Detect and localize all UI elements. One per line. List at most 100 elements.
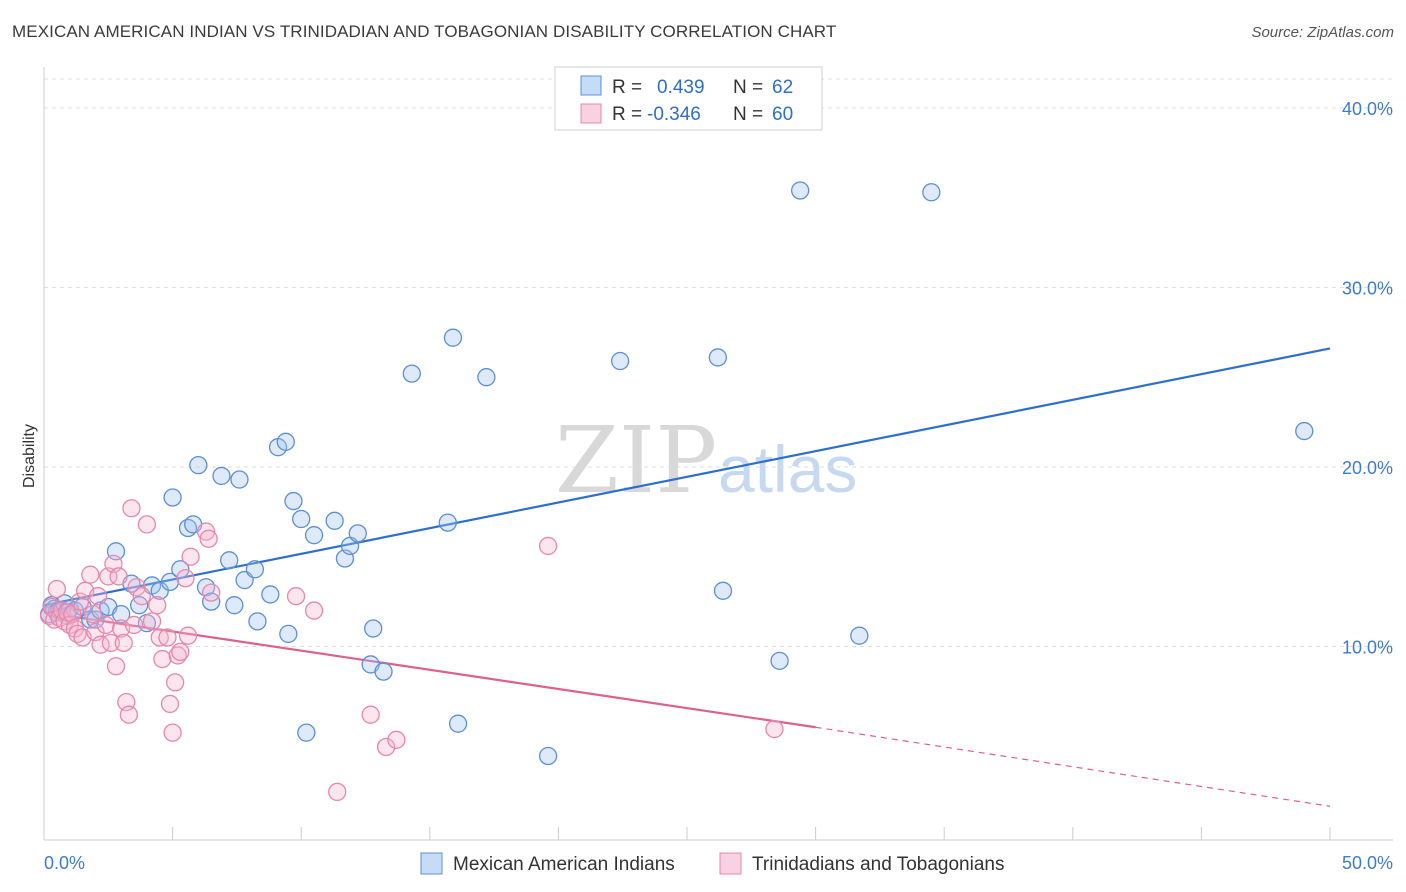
x-tick-label-min: 0.0%: [44, 853, 85, 873]
scatter-points: [39, 181, 1314, 802]
point-trinidadians-and-tobagonians: [132, 587, 151, 606]
point-trinidadians-and-tobagonians: [171, 642, 190, 662]
point-mexican-american-indians: [438, 513, 457, 532]
watermark-zip: ZIP: [555, 407, 717, 514]
point-mexican-american-indians: [610, 351, 630, 371]
point-mexican-american-indians: [538, 746, 558, 766]
point-mexican-american-indians: [770, 651, 789, 670]
point-mexican-american-indians: [230, 470, 249, 489]
point-trinidadians-and-tobagonians: [114, 633, 133, 653]
point-trinidadians-and-tobagonians: [176, 569, 195, 588]
point-mexican-american-indians: [150, 581, 169, 600]
point-mexican-american-indians: [477, 368, 496, 387]
legend-r-value-2: -0.346: [647, 104, 701, 125]
point-mexican-american-indians: [443, 328, 463, 347]
point-trinidadians-and-tobagonians: [202, 583, 221, 602]
point-mexican-american-indians: [196, 578, 216, 597]
legend-r-label-2: R =: [612, 104, 642, 125]
y-tick-labels: 10.0% 20.0% 30.0% 40.0%: [1342, 99, 1393, 658]
legend-n-label-1: N =: [733, 77, 763, 98]
point-trinidadians-and-tobagonians: [124, 615, 144, 635]
point-trinidadians-and-tobagonians: [158, 628, 177, 647]
trend-line-extension: [815, 726, 1331, 807]
point-trinidadians-and-tobagonians: [160, 694, 180, 714]
point-mexican-american-indians: [160, 572, 180, 591]
point-mexican-american-indians: [112, 605, 131, 624]
point-trinidadians-and-tobagonians: [47, 579, 67, 599]
point-trinidadians-and-tobagonians: [328, 782, 347, 802]
point-trinidadians-and-tobagonians: [70, 592, 90, 611]
point-trinidadians-and-tobagonians: [181, 547, 200, 566]
point-trinidadians-and-tobagonians: [361, 705, 380, 724]
legend-n-value-1: 62: [772, 77, 793, 98]
point-trinidadians-and-tobagonians: [163, 723, 182, 742]
point-trinidadians-and-tobagonians: [83, 605, 103, 624]
legend-r-label-1: R =: [612, 77, 642, 98]
legend-n-value-2: 60: [772, 104, 793, 125]
point-mexican-american-indians: [448, 714, 468, 733]
point-trinidadians-and-tobagonians: [166, 673, 185, 692]
point-mexican-american-indians: [297, 723, 316, 742]
point-trinidadians-and-tobagonians: [101, 633, 121, 653]
point-trinidadians-and-tobagonians: [119, 705, 139, 724]
point-trinidadians-and-tobagonians: [127, 578, 146, 597]
point-mexican-american-indians: [374, 662, 393, 681]
point-mexican-american-indians: [171, 560, 190, 579]
source-credit: Source: ZipAtlas.com: [1251, 24, 1394, 41]
point-trinidadians-and-tobagonians: [376, 737, 396, 757]
point-mexican-american-indians: [325, 511, 344, 530]
point-trinidadians-and-tobagonians: [88, 587, 108, 606]
y-tick-label: 20.0%: [1342, 458, 1393, 478]
point-mexican-american-indians: [225, 596, 244, 615]
y-tick-label: 40.0%: [1342, 99, 1393, 119]
point-trinidadians-and-tobagonians: [106, 657, 126, 676]
point-trinidadians-and-tobagonians: [304, 601, 324, 620]
series-legend: Mexican American Indians Trinidadians an…: [420, 852, 1004, 875]
point-mexican-american-indians: [279, 624, 298, 644]
legend-swatch-trinidadians-and-tobagonians: [719, 852, 742, 875]
point-trinidadians-and-tobagonians: [199, 529, 218, 548]
point-mexican-american-indians: [245, 560, 265, 579]
point-mexican-american-indians: [304, 526, 324, 545]
legend-swatch-blue: [580, 75, 602, 96]
point-mexican-american-indians: [261, 585, 280, 604]
point-mexican-american-indians: [348, 524, 367, 543]
trend-line: [43, 347, 1331, 607]
point-mexican-american-indians: [220, 551, 239, 570]
point-mexican-american-indians: [284, 491, 303, 511]
legend-label-mexican-american-indians: Mexican American Indians: [453, 854, 675, 875]
legend-swatch-pink: [580, 103, 602, 124]
point-mexican-american-indians: [791, 181, 810, 200]
point-trinidadians-and-tobagonians: [122, 499, 141, 518]
y-tick-label: 10.0%: [1342, 637, 1393, 657]
correlation-legend: R = 0.439 N = 62 R = -0.346 N = 60: [554, 66, 823, 131]
axes: [43, 67, 1393, 841]
y-tick-label: 30.0%: [1342, 278, 1393, 298]
point-mexican-american-indians: [248, 612, 267, 631]
point-mexican-american-indians: [708, 348, 728, 367]
watermark-atlas: atlas: [718, 432, 857, 506]
point-trinidadians-and-tobagonians: [153, 649, 172, 669]
point-trinidadians-and-tobagonians: [286, 587, 306, 606]
point-trinidadians-and-tobagonians: [137, 515, 157, 534]
legend-r-value-1: 0.439: [657, 77, 705, 98]
legend-n-label-2: N =: [733, 104, 763, 125]
legend-swatch-mexican-american-indians: [420, 852, 443, 875]
point-mexican-american-indians: [850, 626, 869, 645]
point-mexican-american-indians: [1295, 421, 1314, 441]
legend-label-trinidadians-and-tobagonians: Trinidadians and Tobagonians: [752, 854, 1004, 875]
point-trinidadians-and-tobagonians: [109, 567, 128, 586]
point-trinidadians-and-tobagonians: [538, 536, 558, 556]
point-trinidadians-and-tobagonians: [387, 730, 406, 749]
point-trinidadians-and-tobagonians: [765, 719, 784, 739]
x-tick-label-max: 50.0%: [1342, 853, 1393, 873]
point-mexican-american-indians: [713, 581, 733, 600]
point-mexican-american-indians: [276, 432, 295, 451]
point-trinidadians-and-tobagonians: [96, 615, 115, 635]
point-trinidadians-and-tobagonians: [148, 596, 167, 615]
y-axis-title: Disability: [21, 424, 38, 488]
point-mexican-american-indians: [364, 619, 383, 638]
point-trinidadians-and-tobagonians: [81, 565, 100, 584]
point-mexican-american-indians: [212, 466, 231, 486]
